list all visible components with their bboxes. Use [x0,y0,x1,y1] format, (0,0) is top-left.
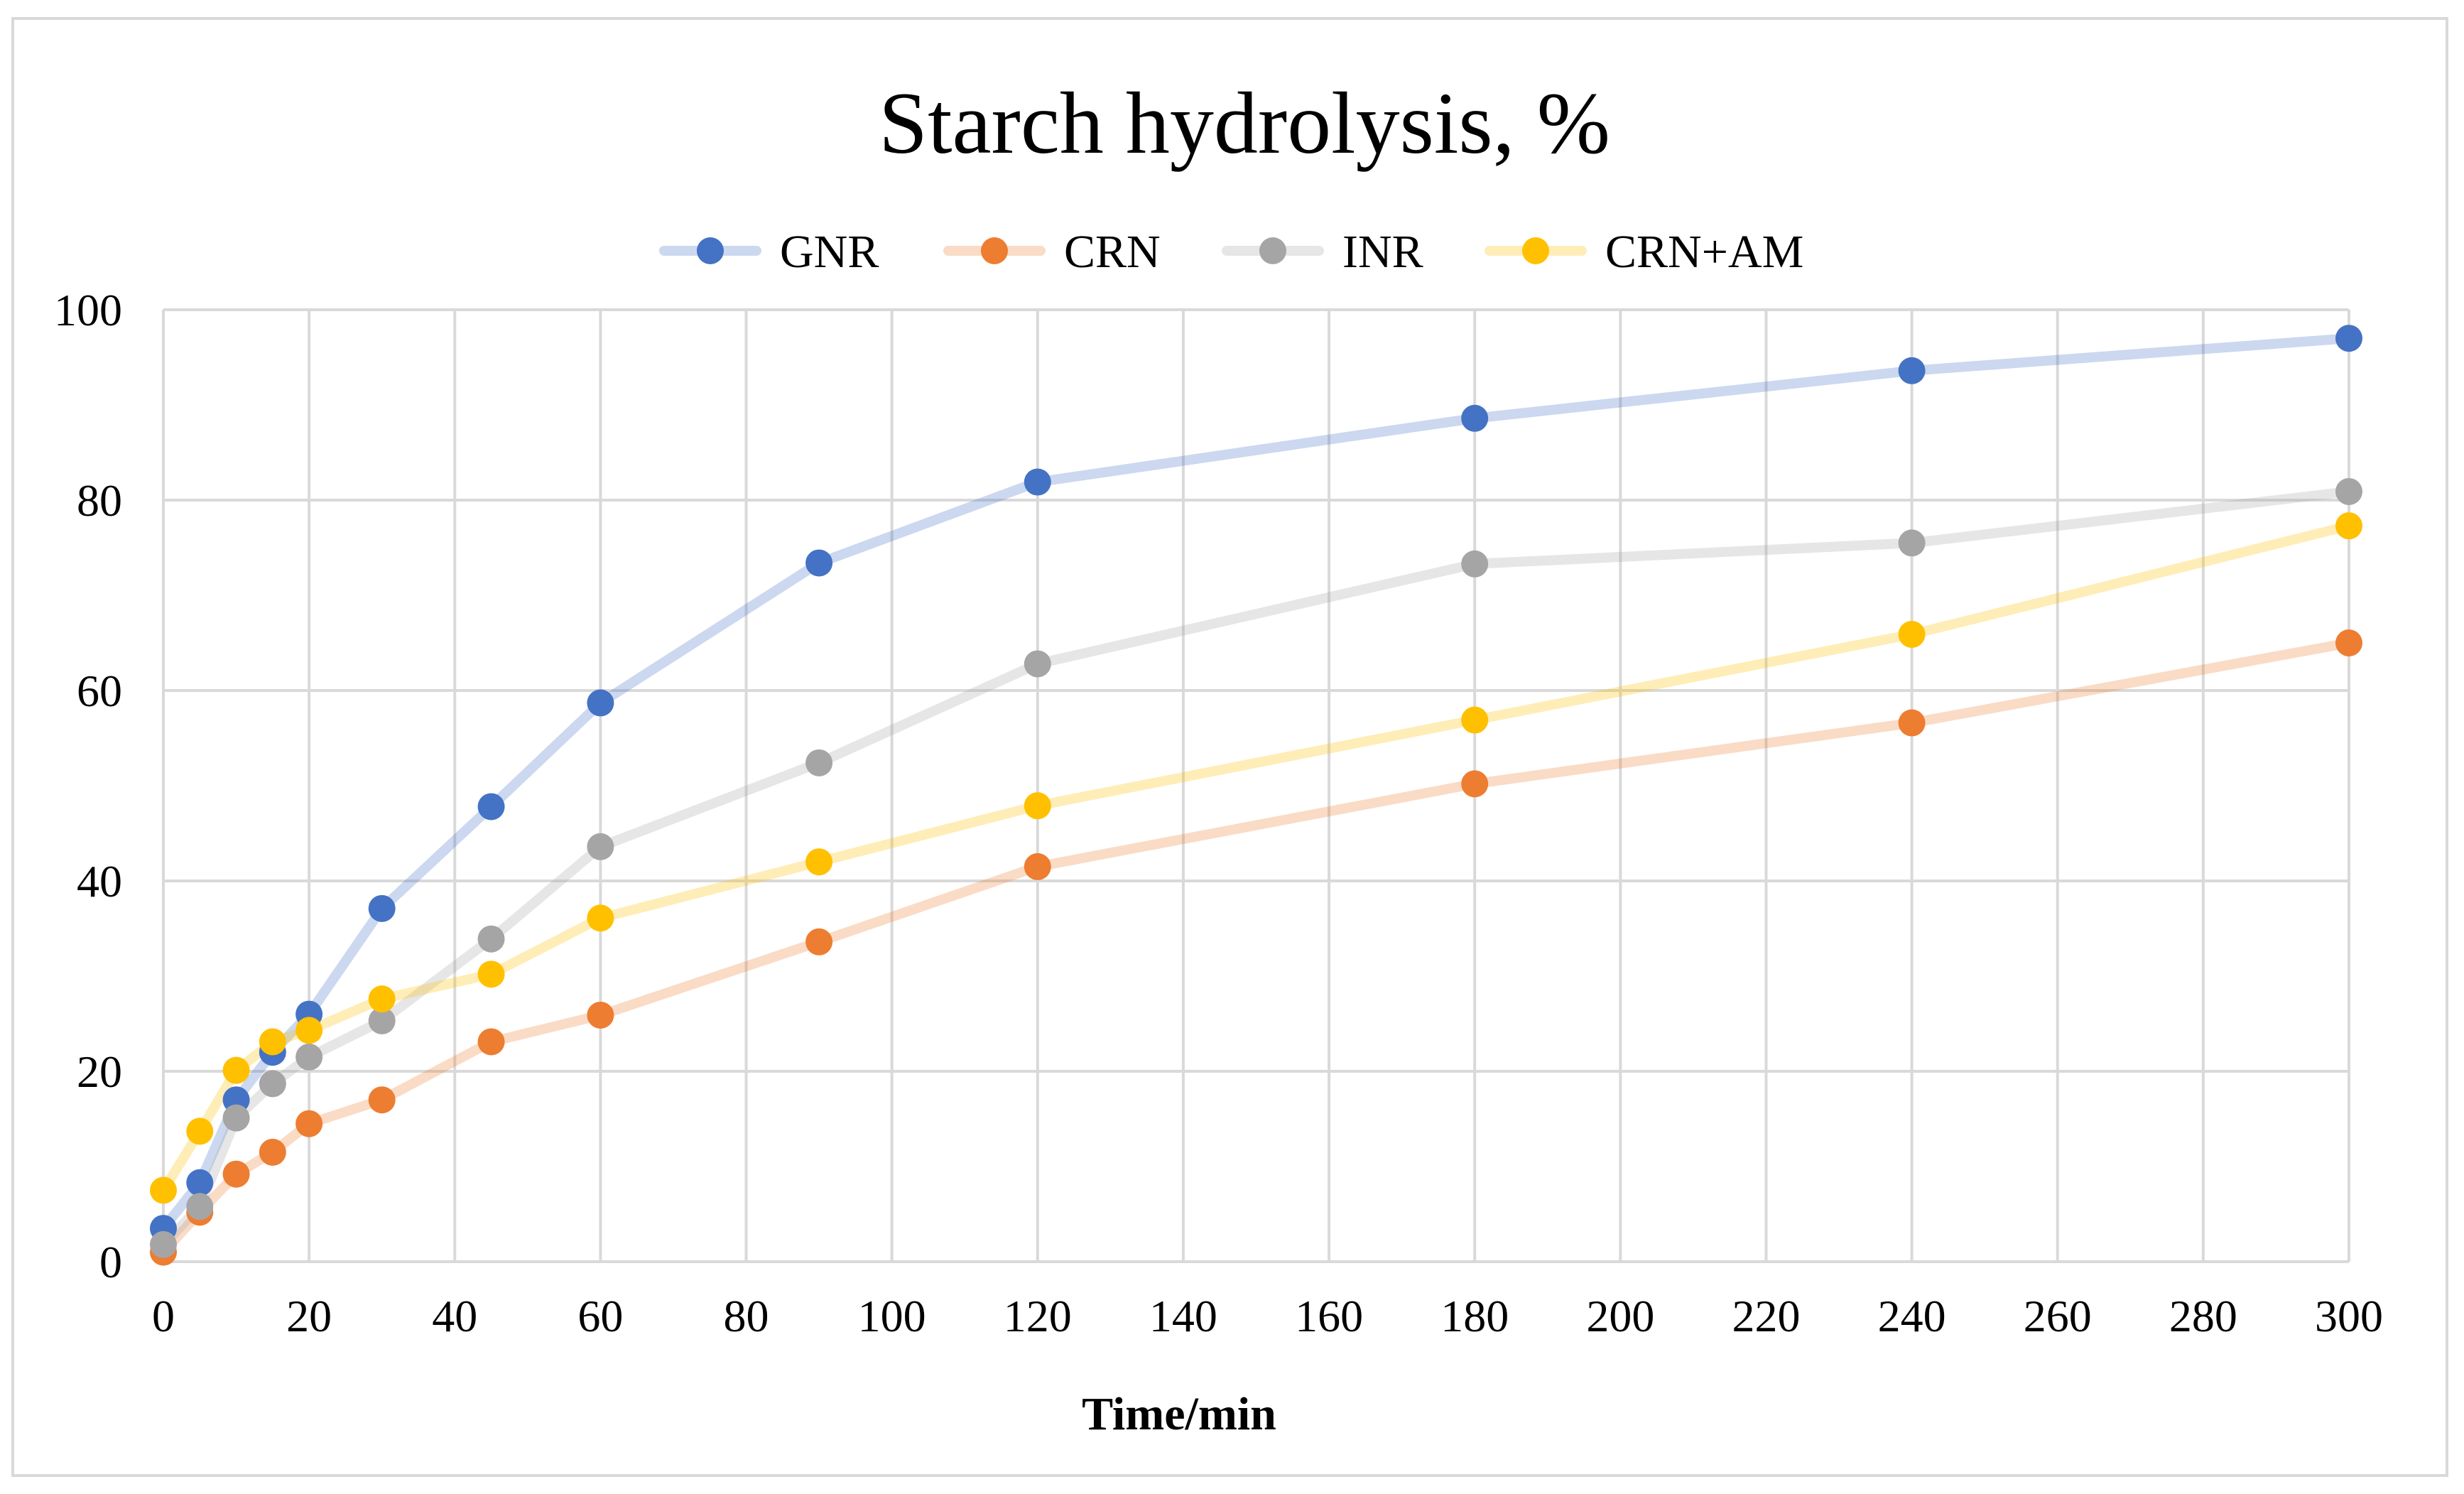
data-point-crn-am [150,1176,177,1204]
data-point-crn-am [295,1017,323,1044]
legend-label: CRN [1064,226,1161,278]
data-point-crn [368,1086,396,1114]
legend-item: CRN [943,226,1161,278]
data-point-gnr [2335,325,2362,352]
y-tick-label: 100 [54,285,122,335]
chart-frame [11,17,2448,1477]
legend-marker [1522,237,1549,264]
data-point-inr [368,1007,396,1034]
x-tick-label: 80 [724,1291,769,1341]
series-points [150,325,2362,1266]
data-point-crn-am [222,1056,250,1084]
data-point-crn [259,1138,286,1166]
data-point-crn [477,1028,505,1056]
x-tick-label: 220 [1732,1291,1800,1341]
data-point-inr [1024,650,1051,678]
data-point-crn [295,1110,323,1137]
y-tick-label: 40 [77,856,122,906]
x-tick-label: 200 [1586,1291,1654,1341]
data-point-inr [186,1193,214,1220]
data-point-inr [805,749,833,776]
data-point-inr [150,1230,177,1258]
y-tick-label: 60 [77,666,122,716]
data-point-crn-am [1898,620,1926,648]
legend-label: CRN+AM [1605,226,1803,278]
series-line-crn-am [158,521,2354,1196]
x-tick-label: 120 [1004,1291,1072,1341]
x-tick-label: 240 [1878,1291,1946,1341]
x-tick-label: 180 [1440,1291,1509,1341]
x-tick-label: 280 [2169,1291,2237,1341]
legend-marker [981,237,1008,264]
y-tick-label: 20 [77,1046,122,1097]
legend-item: CRN+AM [1485,226,1803,278]
data-point-crn-am [1461,706,1489,734]
legend-item: INR [1222,226,1423,278]
legend-marker [697,237,724,264]
data-point-inr [1461,550,1489,578]
x-tick-label: 160 [1295,1291,1363,1341]
data-point-gnr [587,689,614,717]
x-tick-label: 300 [2315,1291,2383,1341]
data-point-gnr [805,549,833,577]
data-point-crn [1024,852,1051,880]
x-tick-label: 100 [858,1291,926,1341]
data-point-crn-am [368,985,396,1013]
data-point-gnr [1461,404,1489,432]
x-tick-label: 40 [432,1291,477,1341]
data-point-crn [805,928,833,956]
data-point-crn-am [2335,512,2362,540]
data-point-inr [587,833,614,860]
x-tick-label: 140 [1149,1291,1217,1341]
chart-title: Starch hydrolysis, % [879,75,1610,172]
legend-label: GNR [780,226,879,278]
gridlines [162,308,2350,1263]
data-point-crn [587,1001,614,1029]
data-point-crn-am [259,1028,286,1056]
x-tick-label: 20 [286,1291,332,1341]
series-line-gnr [158,333,2354,1234]
x-axis-ticks: 0 20 40 60 80 100 120 140 160 180 200 220 240 260 280 3… [152,1291,2383,1341]
x-tick-label: 0 [152,1291,175,1341]
data-point-inr [222,1104,250,1132]
legend: GNR CRN INR CRN+AM [659,226,1803,278]
data-point-inr [295,1043,323,1071]
data-point-gnr [477,793,505,821]
data-point-crn-am [805,848,833,876]
data-point-inr [259,1070,286,1098]
data-point-inr [2335,477,2362,505]
data-point-gnr [368,894,396,922]
x-axis-title: Time/min [1082,1388,1276,1440]
data-point-gnr [1024,468,1051,496]
x-tick-label: 260 [2024,1291,2092,1341]
data-point-crn-am [1024,792,1051,820]
data-point-crn [222,1160,250,1188]
y-tick-label: 0 [99,1237,122,1287]
legend-marker [1259,237,1286,264]
legend-item: GNR [659,226,879,278]
data-point-crn [1898,709,1926,737]
data-point-crn-am [477,960,505,988]
data-point-gnr [186,1169,214,1196]
data-point-inr [1898,529,1926,557]
data-point-crn [2335,629,2362,656]
data-point-inr [477,925,505,953]
data-point-crn-am [587,904,614,932]
y-tick-label: 80 [77,475,122,526]
data-point-crn-am [186,1117,214,1145]
legend-label: INR [1342,226,1423,278]
y-axis-ticks: 0 20 40 60 80 100 [54,285,122,1287]
data-point-gnr [1898,357,1926,384]
x-tick-label: 60 [577,1291,623,1341]
data-point-crn [1461,770,1489,798]
